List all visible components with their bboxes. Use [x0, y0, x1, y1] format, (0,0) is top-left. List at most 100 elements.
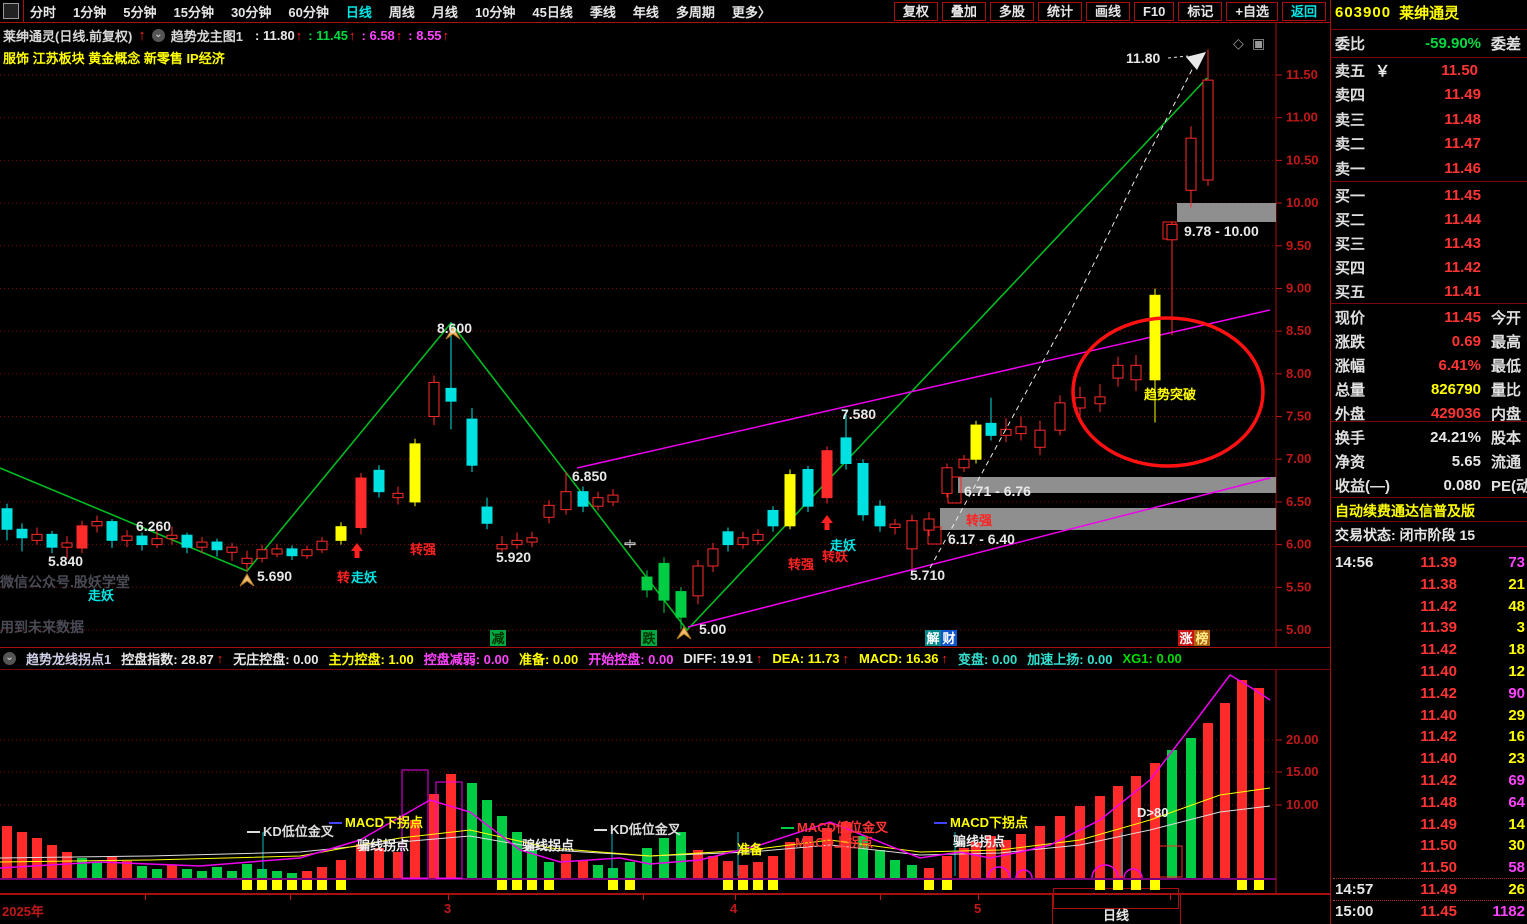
- menu-item-5分钟[interactable]: 5分钟: [123, 4, 157, 20]
- watermark-text-1: 用到未来数据: [0, 619, 84, 635]
- sell-price: 11.46: [1444, 159, 1481, 177]
- candle-body: [607, 494, 619, 503]
- collapse-icon-sub[interactable]: ⌄: [3, 652, 16, 665]
- stat-label2: PE(动: [1491, 477, 1527, 495]
- tick-trade-row: 11.42 16: [1335, 726, 1527, 747]
- svg-text:5.840: 5.840: [48, 553, 83, 569]
- tick-time: 15:00: [1335, 902, 1374, 920]
- menu-item-1分钟[interactable]: 1分钟: [73, 4, 107, 20]
- tick-volume: 18: [1508, 641, 1525, 659]
- menu-item-日线[interactable]: 日线: [345, 4, 372, 20]
- candle-body: [624, 542, 636, 546]
- period-label[interactable]: 日线: [1103, 908, 1130, 923]
- concept-tags[interactable]: 服饰 江苏板块 黄金概念 新零售 IP经济: [3, 51, 225, 66]
- svg-text:趋势突破: 趋势突破: [1144, 387, 1196, 402]
- candle-body: [543, 504, 555, 518]
- svg-text:9.78 - 10.00: 9.78 - 10.00: [1184, 223, 1259, 239]
- sell-row-卖五[interactable]: 卖五 ￥ 11.50: [1335, 59, 1527, 81]
- tick-trade-row: 11.42 48: [1335, 596, 1527, 617]
- tick-volume: 58: [1508, 859, 1525, 877]
- toolbar-button-叠加[interactable]: 叠加: [941, 1, 986, 21]
- menu-item-季线[interactable]: 季线: [589, 4, 616, 20]
- menu-item-10分钟[interactable]: 10分钟: [474, 4, 516, 20]
- menu-item-多周期[interactable]: 多周期: [675, 4, 715, 20]
- menu-item-月线[interactable]: 月线: [431, 4, 458, 20]
- buy-row-买四[interactable]: 买四 11.42: [1335, 256, 1527, 278]
- weibi-value: -59.90%: [1425, 34, 1481, 52]
- buy-row-买一[interactable]: 买一 11.45: [1335, 184, 1527, 206]
- axis-tick: [448, 895, 449, 900]
- axis-tick: [735, 895, 736, 900]
- toolbar-button-统计[interactable]: 统计: [1037, 1, 1082, 21]
- stat-row-净资: 净资 5.65 流通: [1335, 450, 1527, 472]
- promo-link[interactable]: 自动续费通达信普及版: [1335, 503, 1475, 519]
- svg-text:5.00: 5.00: [1286, 622, 1311, 637]
- menu-item-30分钟[interactable]: 30分钟: [230, 4, 272, 20]
- indicator-field-3: 主力控盘: 1.00: [328, 652, 414, 667]
- stat-label: 收益(—): [1335, 477, 1390, 495]
- panel-divider: [1331, 181, 1527, 182]
- toolbar-buttons: 复权 叠加 多股 统计 画线 F10 标记 +自选 返回: [893, 1, 1326, 21]
- candle-body: [970, 424, 982, 460]
- axis-tick: [643, 895, 644, 900]
- watermark-text-0: 微信公众号.股妖学堂: [0, 574, 130, 590]
- candle-body: [496, 544, 508, 550]
- svg-text:MACD下拐点: MACD下拐点: [345, 815, 423, 830]
- svg-text:转强: 转强: [410, 542, 436, 557]
- toolbar-button-多股[interactable]: 多股: [989, 1, 1034, 21]
- indicator-field-12: XG1: 0.00: [1122, 651, 1182, 666]
- axis-label-4: 4: [730, 901, 738, 916]
- toolbar-button-+自选[interactable]: +自选: [1226, 1, 1278, 21]
- dashed-projection-line: [929, 61, 1197, 569]
- candle-body: [1034, 429, 1046, 448]
- menu-item-45日线[interactable]: 45日线: [532, 4, 573, 20]
- sell-row-卖四[interactable]: 卖四 11.49: [1335, 84, 1527, 106]
- buy-label: 买五: [1335, 283, 1366, 301]
- stat-label: 涨跌: [1335, 333, 1366, 351]
- svg-text:财: 财: [943, 631, 956, 646]
- menu-item-更多〉[interactable]: 更多〉: [731, 4, 771, 20]
- tick-volume: 26: [1508, 881, 1525, 898]
- menu-item-分时[interactable]: 分时: [30, 4, 57, 20]
- sell-row-卖三[interactable]: 卖三 11.48: [1335, 108, 1527, 130]
- collapse-icon[interactable]: ⌄: [151, 28, 165, 42]
- candle-body: [840, 437, 852, 464]
- toolbar-button-画线[interactable]: 画线: [1085, 1, 1130, 21]
- menu-item-年线[interactable]: 年线: [632, 4, 659, 20]
- sell-row-卖二[interactable]: 卖二 11.47: [1335, 133, 1527, 155]
- tick-price: 11.42: [1420, 641, 1457, 659]
- toolbar-button-标记[interactable]: 标记: [1178, 1, 1223, 21]
- buy-row-买三[interactable]: 买三 11.43: [1335, 232, 1527, 254]
- candle-body: [271, 548, 283, 555]
- indicator-field-2: 无庄控盘: 0.00: [233, 652, 319, 667]
- menu-item-60分钟[interactable]: 60分钟: [288, 4, 329, 20]
- buy-row-买五[interactable]: 买五 11.41: [1335, 280, 1527, 302]
- window-split-icon[interactable]: ▣: [1252, 35, 1265, 51]
- candle-body: [658, 562, 670, 601]
- signal-marker-icon: [445, 326, 461, 340]
- menu-item-周线[interactable]: 周线: [388, 4, 415, 20]
- main-candlestick-chart[interactable]: 11.50 11.00 10.50 10.00 9.50 9.00 8.50 8.00 7.50…: [0, 22, 1330, 648]
- toolbar-button-返回[interactable]: 返回: [1281, 1, 1326, 21]
- time-axis: 日线 2025年 3 4 5: [0, 888, 1330, 924]
- panel-divider: [1331, 497, 1527, 498]
- toolbar-button-复权[interactable]: 复权: [893, 1, 938, 21]
- buy-row-买二[interactable]: 买二 11.44: [1335, 208, 1527, 230]
- stat-row-收益(—): 收益(—) 0.080 PE(动: [1335, 474, 1527, 496]
- svg-text:解: 解: [926, 631, 940, 646]
- diamond-icon[interactable]: ◇: [1233, 35, 1244, 51]
- tick-trade-row: 11.40 12: [1335, 661, 1527, 682]
- candle-body: [392, 492, 404, 499]
- svg-text:6.17 - 6.40: 6.17 - 6.40: [948, 531, 1015, 547]
- menu-item-15分钟[interactable]: 15分钟: [173, 4, 214, 20]
- sell-price: 11.49: [1444, 86, 1481, 103]
- toolbar-button-F10[interactable]: F10: [1133, 1, 1175, 21]
- stock-code-row[interactable]: 603900 莱绅通灵: [1335, 1, 1527, 23]
- sell-row-卖一[interactable]: 卖一 11.46: [1335, 157, 1527, 179]
- window-icon[interactable]: [3, 3, 19, 19]
- tick-volume: 48: [1508, 597, 1525, 615]
- candle-body: [445, 387, 457, 402]
- value-up-arrow: ↑: [295, 27, 303, 43]
- candle-body: [641, 576, 653, 591]
